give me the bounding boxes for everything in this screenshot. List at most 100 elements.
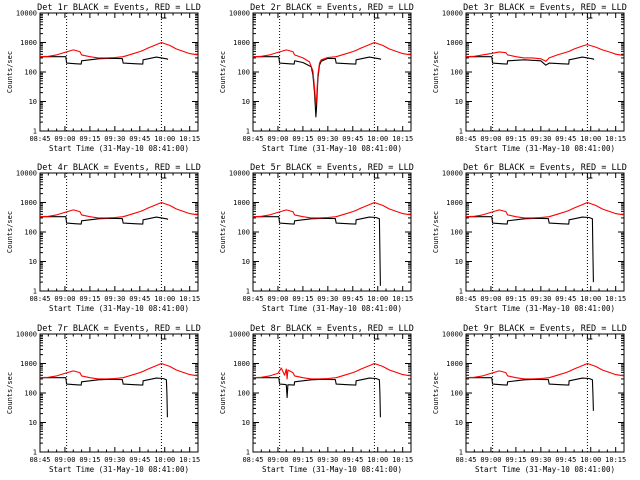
y-tick-label: 1000 bbox=[233, 199, 250, 207]
y-axis-label: Counts/sec bbox=[219, 211, 227, 253]
x-tick-label: 09:00 bbox=[267, 135, 288, 143]
x-tick-label: 10:00 bbox=[154, 456, 175, 464]
series-events-line bbox=[40, 56, 169, 65]
y-tick-label: 1000 bbox=[446, 360, 463, 368]
x-tick-label: 09:45 bbox=[555, 295, 576, 303]
panel-title: Det 9r BLACK = Events, RED = LLD bbox=[463, 324, 627, 334]
panel-det-7: Det 7r BLACK = Events, RED = LLD 1 10 100 10… bbox=[6, 324, 201, 474]
x-tick-label: 09:30 bbox=[104, 295, 125, 303]
interval-marker bbox=[373, 13, 380, 19]
x-tick-label: 10:00 bbox=[367, 295, 388, 303]
panel-det-5: Det 5r BLACK = Events, RED = LLD 1 10 100 10… bbox=[219, 163, 414, 313]
plot-frame bbox=[465, 333, 625, 453]
y-axis-label: Counts/sec bbox=[6, 211, 14, 253]
x-tick-label: 09:30 bbox=[317, 135, 338, 143]
x-tick-label: 10:00 bbox=[154, 295, 175, 303]
panel-det-9: Det 9r BLACK = Events, RED = LLD 1 10 100 10… bbox=[432, 324, 627, 474]
y-tick-label: 100 bbox=[24, 69, 37, 77]
y-tick-label: 10 bbox=[29, 419, 37, 427]
x-tick-label: 10:00 bbox=[154, 135, 175, 143]
panel-title: Det 6r BLACK = Events, RED = LLD bbox=[463, 163, 627, 173]
series-events-line bbox=[253, 377, 381, 418]
y-tick-label: 10000 bbox=[229, 170, 250, 178]
y-tick-label: 1000 bbox=[20, 39, 37, 47]
y-tick-label: 1000 bbox=[446, 199, 463, 207]
y-tick-label: 10000 bbox=[442, 331, 463, 339]
series-lld-line bbox=[465, 362, 625, 380]
y-tick-label: 10 bbox=[242, 98, 250, 106]
x-tick-label: 08:45 bbox=[455, 295, 476, 303]
y-tick-label: 10000 bbox=[229, 331, 250, 339]
x-tick-label: 08:45 bbox=[455, 135, 476, 143]
series-lld-line bbox=[39, 201, 199, 219]
y-tick-label: 10 bbox=[455, 419, 463, 427]
x-tick-label: 09:45 bbox=[129, 295, 150, 303]
x-tick-label: 09:00 bbox=[54, 135, 75, 143]
x-tick-label: 09:30 bbox=[530, 456, 551, 464]
x-tick-label: 09:15 bbox=[79, 456, 100, 464]
x-tick-label: 09:30 bbox=[317, 295, 338, 303]
y-tick-label: 100 bbox=[24, 229, 37, 237]
y-axis-label: Counts/sec bbox=[432, 372, 440, 414]
interval-marker bbox=[586, 334, 593, 340]
series-events-line bbox=[466, 56, 595, 66]
plot-frame bbox=[465, 12, 625, 132]
y-tick-label: 10000 bbox=[16, 10, 37, 18]
y-tick-label: 1 bbox=[33, 449, 37, 457]
panel-det-4: Det 4r BLACK = Events, RED = LLD 1 10 100 10… bbox=[6, 163, 201, 313]
x-tick-label: 09:45 bbox=[129, 135, 150, 143]
x-tick-label: 09:45 bbox=[342, 295, 363, 303]
x-tick-label: 08:45 bbox=[242, 456, 263, 464]
y-tick-label: 1000 bbox=[446, 39, 463, 47]
x-tick-label: 10:00 bbox=[580, 456, 601, 464]
plot-frame bbox=[465, 172, 625, 292]
x-tick-label: 09:15 bbox=[292, 295, 313, 303]
x-tick-label: 10:00 bbox=[580, 295, 601, 303]
x-tick-label: 09:15 bbox=[505, 295, 526, 303]
plot-frame bbox=[252, 172, 412, 292]
x-tick-label: 10:00 bbox=[580, 135, 601, 143]
x-axis-label: Start Time (31-May-10 08:41:00) bbox=[475, 304, 615, 313]
panel-det-3: Det 3r BLACK = Events, RED = LLD 1 10 100 10… bbox=[432, 3, 627, 153]
interval-marker bbox=[586, 13, 593, 19]
interval-marker bbox=[373, 173, 380, 179]
x-tick-label: 09:00 bbox=[267, 295, 288, 303]
y-axis-label: Counts/sec bbox=[219, 372, 227, 414]
series-events-line bbox=[40, 377, 168, 418]
series-lld-line bbox=[252, 201, 412, 219]
y-tick-label: 1 bbox=[246, 288, 250, 296]
y-tick-label: 1000 bbox=[20, 199, 37, 207]
y-tick-label: 1000 bbox=[233, 39, 250, 47]
x-axis-label: Start Time (31-May-10 08:41:00) bbox=[262, 465, 402, 474]
x-tick-label: 10:15 bbox=[605, 295, 626, 303]
x-tick-label: 09:45 bbox=[342, 135, 363, 143]
x-tick-label: 09:15 bbox=[292, 456, 313, 464]
x-tick-label: 08:45 bbox=[29, 135, 50, 143]
x-tick-label: 09:45 bbox=[129, 456, 150, 464]
x-tick-label: 09:00 bbox=[267, 456, 288, 464]
y-tick-label: 1000 bbox=[20, 360, 37, 368]
y-tick-label: 10000 bbox=[229, 10, 250, 18]
interval-marker bbox=[160, 173, 167, 179]
series-lld-line bbox=[252, 41, 412, 105]
x-tick-label: 09:15 bbox=[505, 135, 526, 143]
panel-title: Det 5r BLACK = Events, RED = LLD bbox=[250, 163, 414, 173]
y-tick-label: 10000 bbox=[16, 331, 37, 339]
x-tick-label: 09:15 bbox=[79, 135, 100, 143]
panel-det-8: Det 8r BLACK = Events, RED = LLD 1 10 100 10… bbox=[219, 324, 414, 474]
y-tick-label: 10000 bbox=[16, 170, 37, 178]
y-tick-label: 10 bbox=[455, 258, 463, 266]
series-events-line bbox=[466, 216, 594, 283]
series-events-line bbox=[466, 377, 594, 411]
y-tick-label: 1 bbox=[459, 288, 463, 296]
y-tick-label: 100 bbox=[237, 229, 250, 237]
panel-title: Det 7r BLACK = Events, RED = LLD bbox=[37, 324, 201, 334]
x-tick-label: 09:15 bbox=[79, 295, 100, 303]
x-axis-label: Start Time (31-May-10 08:41:00) bbox=[262, 304, 402, 313]
x-tick-label: 08:45 bbox=[242, 295, 263, 303]
x-tick-label: 10:15 bbox=[179, 295, 200, 303]
x-tick-label: 10:15 bbox=[605, 456, 626, 464]
y-tick-label: 1 bbox=[459, 128, 463, 136]
x-tick-label: 10:00 bbox=[367, 135, 388, 143]
